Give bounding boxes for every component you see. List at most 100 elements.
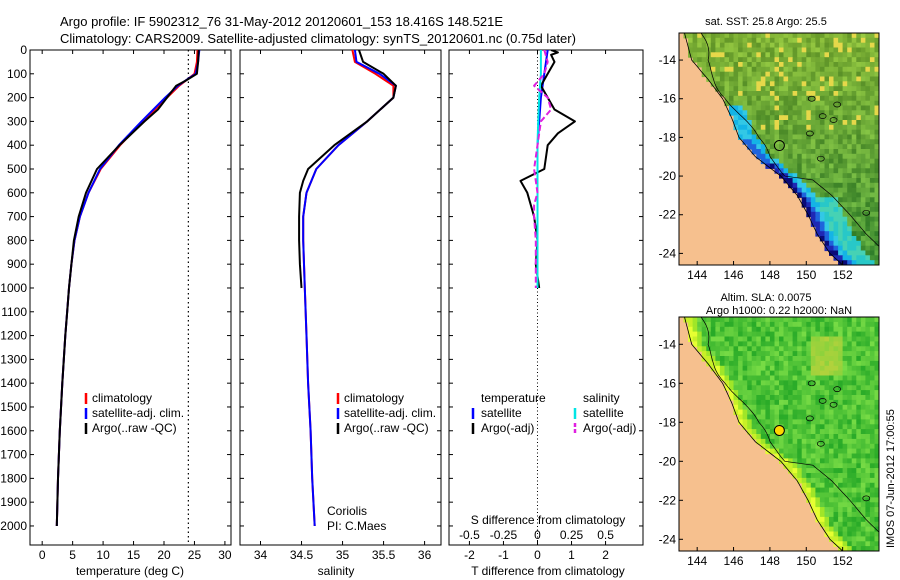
- map-cell: [788, 91, 794, 97]
- map-cell: [769, 71, 775, 78]
- map-cell: [842, 95, 848, 102]
- map-cell: [806, 187, 812, 194]
- map-cell: [824, 443, 830, 450]
- map-cell: [815, 502, 821, 508]
- map-cell: [710, 71, 716, 78]
- map-cell: [842, 124, 848, 131]
- map-cell: [815, 100, 821, 107]
- map-cell: [733, 47, 739, 53]
- map-cell: [801, 115, 807, 121]
- map-cell: [824, 336, 830, 342]
- map-cell: [792, 158, 798, 165]
- map-cell: [810, 492, 816, 498]
- map-cell: [847, 192, 853, 198]
- map-cell: [797, 463, 803, 469]
- map-cell: [842, 105, 848, 111]
- map-cell: [869, 52, 875, 58]
- map-cell: [829, 336, 835, 342]
- map-cell: [747, 57, 753, 63]
- map-cell: [774, 395, 780, 401]
- map-cell: [833, 47, 839, 53]
- map-cell: [842, 482, 848, 489]
- map-cell: [847, 144, 853, 150]
- map-cell: [738, 71, 744, 78]
- map-cell: [701, 331, 707, 338]
- map-cell: [833, 438, 839, 445]
- map-cell: [851, 399, 857, 406]
- map-cell: [797, 336, 803, 342]
- map-cell: [729, 100, 735, 107]
- map-cell: [860, 434, 866, 440]
- map-cell: [810, 33, 816, 39]
- map-cell: [829, 124, 835, 131]
- map-cell: [842, 153, 848, 160]
- map-cell: [851, 468, 857, 474]
- map-cell: [819, 351, 825, 357]
- map-cell: [769, 326, 775, 333]
- map-cell: [810, 341, 816, 347]
- map-cell: [810, 163, 816, 169]
- map-cell: [865, 380, 871, 386]
- map-cell: [829, 66, 835, 73]
- map-cell: [806, 375, 812, 381]
- map-cell: [838, 211, 844, 218]
- map-cell: [733, 105, 739, 111]
- map-cell: [747, 365, 753, 372]
- map-cell: [847, 42, 853, 49]
- map-cell: [733, 380, 739, 386]
- map-cell: [788, 331, 794, 338]
- map-cell: [838, 438, 844, 445]
- map-cell: [865, 42, 871, 49]
- map-cell: [869, 134, 875, 140]
- map-cell: [819, 168, 825, 174]
- map-cell: [824, 192, 830, 198]
- map-cell: [860, 477, 866, 484]
- map-cell: [760, 153, 766, 160]
- map-cell: [851, 463, 857, 469]
- map-cell: [756, 105, 762, 111]
- map-cell: [710, 47, 716, 53]
- map-cell: [865, 448, 871, 455]
- map-cell: [742, 375, 748, 381]
- map-cell: [738, 341, 744, 347]
- map-cell: [715, 370, 721, 377]
- map-cell: [765, 120, 771, 126]
- lon-tick-label: 146: [724, 268, 744, 282]
- map-cell: [860, 331, 866, 338]
- map-cell: [774, 86, 780, 92]
- map-cell: [788, 419, 794, 425]
- map-cell: [869, 336, 875, 342]
- map-cell: [833, 346, 839, 352]
- map-cell: [729, 57, 735, 63]
- map-cell: [838, 375, 844, 381]
- map-cell: [801, 182, 807, 189]
- map-cell: [724, 360, 730, 367]
- map-cell: [783, 120, 789, 126]
- s-tick-label: 0.25: [560, 528, 584, 542]
- map-cell: [874, 385, 879, 391]
- map-cell: [815, 231, 821, 237]
- map-cell: [838, 221, 844, 227]
- map-cell: [751, 424, 757, 430]
- map-cell: [815, 321, 821, 328]
- map-cell: [856, 365, 862, 372]
- map-cell: [824, 182, 830, 189]
- map-cell: [874, 134, 879, 140]
- map-cell: [801, 385, 807, 391]
- map-cell: [783, 139, 789, 145]
- map-cell: [810, 211, 816, 218]
- map-cell: [783, 37, 789, 44]
- map-cell: [869, 419, 875, 425]
- map-cell: [819, 492, 825, 498]
- map-cell: [874, 168, 879, 174]
- map-cell: [806, 404, 812, 411]
- map-cell: [797, 153, 803, 160]
- map-cell: [801, 33, 807, 39]
- map-cell: [865, 458, 871, 464]
- map-cell: [788, 110, 794, 116]
- map-cell: [710, 42, 716, 49]
- map-cell: [701, 62, 707, 68]
- map-cell: [760, 429, 766, 435]
- map-cell: [765, 385, 771, 391]
- map-cell: [838, 414, 844, 420]
